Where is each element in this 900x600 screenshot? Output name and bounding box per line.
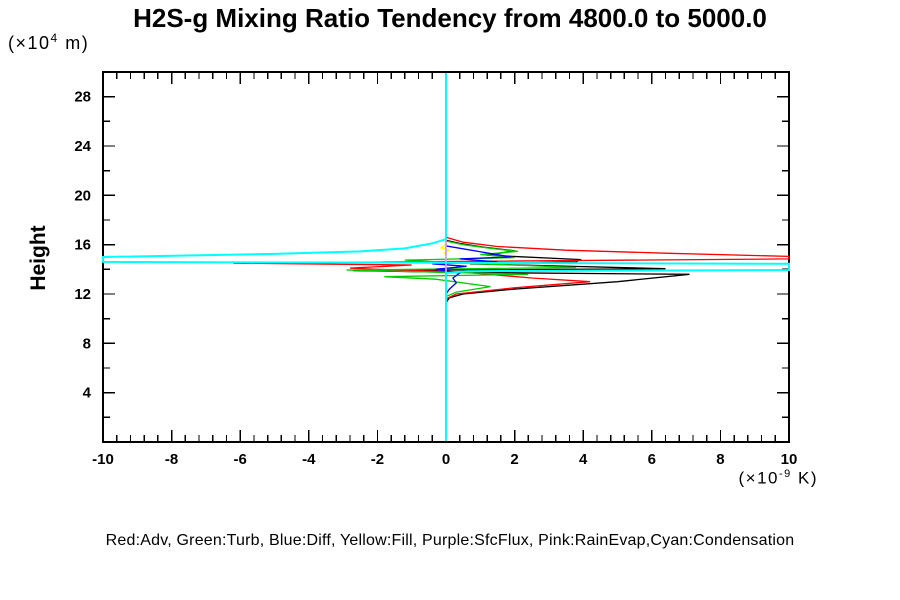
x-tick-label: 0 bbox=[442, 451, 450, 468]
y-tick-label: 28 bbox=[74, 89, 91, 106]
series-lines bbox=[102, 73, 790, 441]
y-unit-suffix: m) bbox=[58, 33, 90, 53]
x-unit-suffix: K) bbox=[791, 468, 818, 488]
y-unit-exponent: 4 bbox=[50, 31, 59, 45]
x-tick-label: -6 bbox=[234, 451, 247, 468]
x-tick-label: -4 bbox=[302, 451, 316, 468]
x-unit-exponent: -9 bbox=[778, 468, 792, 480]
y-tick-label: 16 bbox=[74, 237, 91, 254]
series-line-condensation bbox=[102, 73, 790, 441]
y-unit-prefix: (×10 bbox=[8, 33, 51, 53]
axis-ticks bbox=[102, 71, 790, 442]
x-tick-label: 6 bbox=[648, 451, 656, 468]
x-tick-label: 8 bbox=[716, 451, 724, 468]
series-line-net bbox=[353, 73, 690, 441]
y-tick-label: 4 bbox=[83, 385, 92, 402]
x-unit-prefix: (×10 bbox=[738, 468, 779, 488]
series-line-adv bbox=[233, 73, 790, 441]
x-tick-label: -8 bbox=[165, 451, 178, 468]
x-axis-unit-label: (×10-9 K) bbox=[600, 468, 818, 489]
series-line-turb bbox=[346, 73, 577, 441]
x-tick-label: 4 bbox=[579, 451, 588, 468]
y-tick-label: 20 bbox=[74, 187, 91, 204]
legend-text: Red:Adv, Green:Turb, Blue:Diff, Yellow:F… bbox=[105, 532, 795, 549]
y-tick-label: 8 bbox=[83, 335, 91, 352]
y-tick-label: 24 bbox=[74, 138, 91, 155]
y-axis-unit-label: (×104 m) bbox=[8, 31, 89, 54]
x-tick-label: -2 bbox=[371, 451, 384, 468]
series-line-diff bbox=[432, 73, 512, 441]
x-tick-label: -10 bbox=[92, 451, 114, 468]
y-tick-label: 12 bbox=[74, 286, 91, 303]
x-tick-label: 2 bbox=[510, 451, 518, 468]
x-tick-label: 10 bbox=[781, 451, 798, 468]
chart-title: H2S-g Mixing Ratio Tendency from 4800.0 … bbox=[133, 3, 767, 33]
